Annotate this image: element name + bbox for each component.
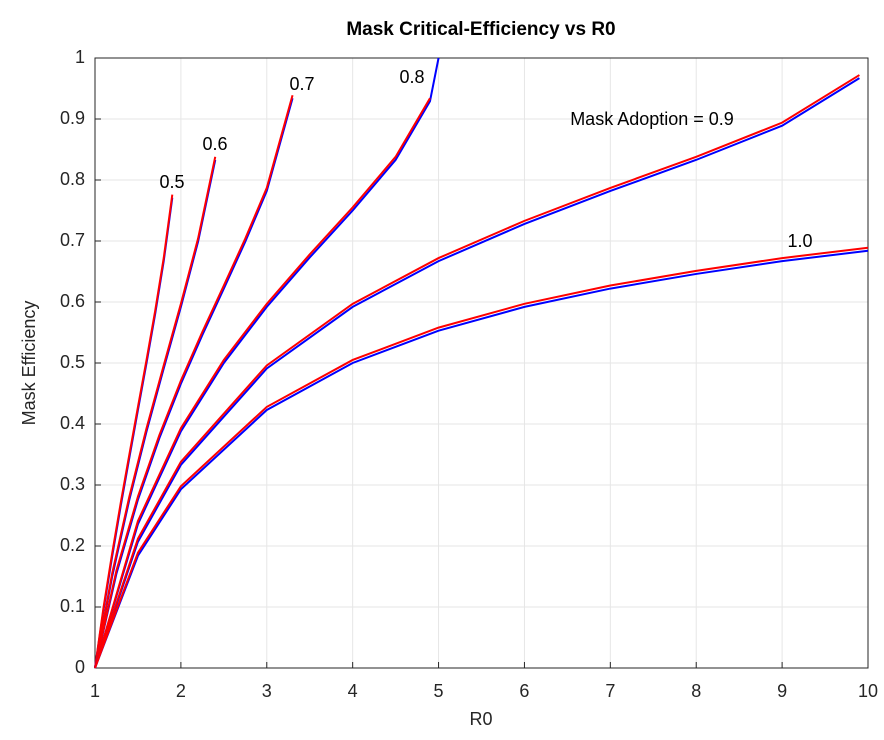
annotation: 1.0 bbox=[787, 231, 812, 251]
x-tick-label: 4 bbox=[348, 681, 358, 701]
line-series bbox=[94, 57, 440, 669]
y-tick-label: 0.7 bbox=[60, 230, 85, 250]
x-axis-label: R0 bbox=[469, 709, 492, 729]
annotation: Mask Adoption = 0.9 bbox=[570, 109, 734, 129]
annotation: 0.7 bbox=[289, 74, 314, 94]
plot-frame bbox=[94, 57, 869, 669]
annotation: 0.5 bbox=[159, 172, 184, 192]
y-tick-label: 0.5 bbox=[60, 352, 85, 372]
line-series bbox=[94, 194, 174, 669]
y-tick-label: 0.8 bbox=[60, 169, 85, 189]
line-series bbox=[94, 94, 294, 669]
x-tick-label: 3 bbox=[262, 681, 272, 701]
x-tick-label: 7 bbox=[605, 681, 615, 701]
chart-title: Mask Critical-Efficiency vs R0 bbox=[346, 19, 615, 40]
y-axis-label: Mask Efficiency bbox=[19, 301, 39, 426]
line-series bbox=[94, 246, 869, 669]
y-tick-label: 0.4 bbox=[60, 413, 85, 433]
y-tick-label: 0.9 bbox=[60, 108, 85, 128]
x-tick-label: 2 bbox=[176, 681, 186, 701]
y-tick-label: 0.2 bbox=[60, 535, 85, 555]
y-tick-label: 0 bbox=[75, 657, 85, 677]
annotation: 0.8 bbox=[399, 67, 424, 87]
line-series bbox=[94, 97, 431, 669]
line-series bbox=[94, 249, 869, 669]
line-series bbox=[94, 74, 860, 669]
y-tick-label: 0.6 bbox=[60, 291, 85, 311]
line-series bbox=[94, 156, 217, 669]
x-tick-label: 8 bbox=[691, 681, 701, 701]
x-tick-label: 1 bbox=[90, 681, 100, 701]
x-tick-label: 6 bbox=[519, 681, 529, 701]
x-tick-label: 10 bbox=[858, 681, 878, 701]
x-tick-label: 5 bbox=[434, 681, 444, 701]
x-tick-label: 9 bbox=[777, 681, 787, 701]
y-tick-label: 0.1 bbox=[60, 596, 85, 616]
line-series bbox=[94, 77, 860, 669]
annotation: 0.6 bbox=[202, 134, 227, 154]
y-tick-label: 1 bbox=[75, 47, 85, 67]
y-tick-label: 0.3 bbox=[60, 474, 85, 494]
